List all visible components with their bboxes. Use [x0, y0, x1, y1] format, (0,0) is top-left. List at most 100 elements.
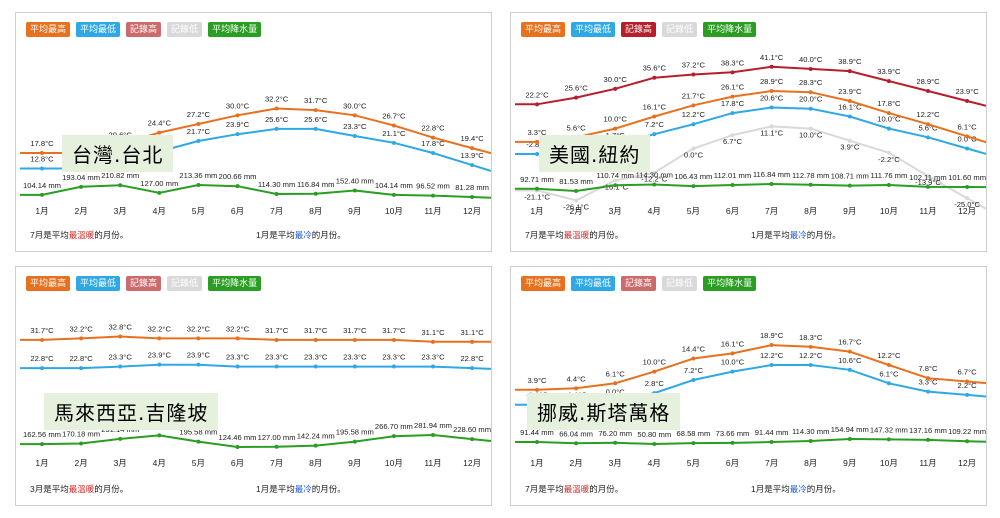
- data-point-low[interactable]: [352, 134, 357, 139]
- data-point-high[interactable]: [157, 336, 162, 341]
- data-point-rec_low[interactable]: [808, 126, 813, 131]
- data-point-low[interactable]: [118, 364, 123, 369]
- data-point-precip[interactable]: [40, 442, 44, 447]
- legend-high[interactable]: 平均最高: [521, 22, 566, 37]
- data-point-precip[interactable]: [965, 185, 970, 190]
- data-point-precip[interactable]: [965, 439, 970, 444]
- data-point-precip[interactable]: [926, 184, 930, 189]
- data-point-rec_low[interactable]: [652, 170, 657, 175]
- data-point-rec_high[interactable]: [730, 70, 735, 75]
- legend-record-high[interactable]: 記錄高: [621, 276, 657, 291]
- data-point-precip[interactable]: [79, 441, 84, 446]
- data-point-precip[interactable]: [118, 436, 123, 441]
- data-point-low[interactable]: [886, 126, 891, 131]
- data-point-rec_high[interactable]: [926, 89, 930, 94]
- data-point-precip[interactable]: [574, 189, 579, 193]
- data-point-rec_low[interactable]: [574, 198, 579, 203]
- data-point-low[interactable]: [470, 366, 475, 371]
- data-point-high[interactable]: [352, 337, 357, 342]
- legend-record-low[interactable]: 記錄低: [662, 276, 698, 291]
- data-point-low[interactable]: [391, 140, 396, 145]
- data-point-high[interactable]: [40, 151, 44, 156]
- data-point-high[interactable]: [574, 386, 579, 391]
- data-point-precip[interactable]: [730, 182, 735, 187]
- data-point-high[interactable]: [691, 103, 696, 108]
- data-point-precip[interactable]: [352, 188, 357, 193]
- data-point-high[interactable]: [470, 339, 475, 344]
- data-point-low[interactable]: [730, 111, 735, 116]
- data-point-high[interactable]: [391, 123, 396, 128]
- data-point-precip[interactable]: [691, 184, 696, 189]
- legend-record-low[interactable]: 記錄低: [167, 276, 203, 291]
- data-point-low[interactable]: [847, 114, 852, 119]
- data-point-precip[interactable]: [769, 182, 774, 186]
- data-point-precip[interactable]: [926, 437, 930, 442]
- data-point-low[interactable]: [808, 363, 813, 368]
- legend-low[interactable]: 平均最低: [76, 276, 121, 291]
- data-point-low[interactable]: [926, 135, 930, 140]
- data-point-low[interactable]: [313, 126, 318, 131]
- data-point-low[interactable]: [157, 362, 162, 367]
- data-point-high[interactable]: [691, 356, 696, 361]
- data-point-high[interactable]: [431, 135, 435, 140]
- data-point-low[interactable]: [652, 132, 657, 137]
- data-point-low[interactable]: [235, 132, 240, 137]
- data-point-low[interactable]: [196, 362, 201, 367]
- legend-low[interactable]: 平均最低: [76, 22, 121, 37]
- legend-record-low[interactable]: 記錄低: [662, 22, 698, 37]
- data-point-high[interactable]: [808, 344, 813, 349]
- data-point-low[interactable]: [691, 122, 696, 127]
- data-point-low[interactable]: [313, 364, 318, 369]
- data-point-rec_low[interactable]: [613, 178, 618, 183]
- data-point-low[interactable]: [235, 364, 240, 369]
- legend-record-high[interactable]: 記錄高: [621, 22, 657, 37]
- data-point-high[interactable]: [886, 111, 891, 116]
- legend-precip[interactable]: 平均降水量: [703, 22, 757, 37]
- data-point-precip[interactable]: [79, 184, 84, 189]
- data-point-precip[interactable]: [313, 191, 318, 196]
- data-point-precip[interactable]: [431, 433, 435, 437]
- data-point-low[interactable]: [769, 363, 774, 368]
- legend-low[interactable]: 平均最低: [571, 22, 616, 37]
- data-point-low[interactable]: [40, 166, 44, 171]
- data-point-low[interactable]: [274, 126, 279, 131]
- data-point-low[interactable]: [535, 152, 539, 157]
- data-point-low[interactable]: [691, 377, 696, 382]
- legend-precip[interactable]: 平均降水量: [208, 22, 262, 37]
- data-point-rec_low[interactable]: [926, 174, 930, 179]
- data-point-high[interactable]: [652, 114, 657, 119]
- data-point-rec_low[interactable]: [769, 124, 774, 129]
- data-point-high[interactable]: [157, 130, 162, 135]
- data-point-high[interactable]: [470, 146, 475, 151]
- data-point-rec_low[interactable]: [965, 196, 970, 201]
- data-point-precip[interactable]: [886, 437, 891, 442]
- legend-low[interactable]: 平均最低: [571, 276, 616, 291]
- data-point-precip[interactable]: [652, 442, 657, 446]
- data-point-high[interactable]: [196, 121, 201, 126]
- data-point-high[interactable]: [391, 337, 396, 342]
- data-point-rec_high[interactable]: [613, 86, 618, 91]
- data-point-precip[interactable]: [574, 441, 579, 446]
- data-point-precip[interactable]: [431, 193, 435, 198]
- data-point-precip[interactable]: [196, 439, 201, 444]
- data-point-rec_high[interactable]: [847, 69, 852, 74]
- data-point-low[interactable]: [431, 364, 435, 369]
- data-point-precip[interactable]: [847, 437, 852, 441]
- data-point-high[interactable]: [886, 363, 891, 368]
- data-point-low[interactable]: [926, 389, 930, 394]
- data-point-high[interactable]: [274, 337, 279, 342]
- data-point-high[interactable]: [431, 339, 435, 344]
- data-point-low[interactable]: [79, 366, 84, 371]
- legend-high[interactable]: 平均最高: [26, 276, 71, 291]
- data-point-low[interactable]: [769, 105, 774, 110]
- data-point-precip[interactable]: [274, 192, 279, 196]
- data-point-rec_low[interactable]: [730, 133, 735, 138]
- data-point-high[interactable]: [613, 381, 618, 386]
- data-point-precip[interactable]: [808, 438, 813, 443]
- data-point-precip[interactable]: [391, 192, 396, 197]
- data-point-high[interactable]: [730, 351, 735, 356]
- legend-record-high[interactable]: 記錄高: [126, 22, 162, 37]
- data-point-high[interactable]: [847, 98, 852, 103]
- data-point-low[interactable]: [730, 369, 735, 374]
- data-point-precip[interactable]: [470, 195, 475, 199]
